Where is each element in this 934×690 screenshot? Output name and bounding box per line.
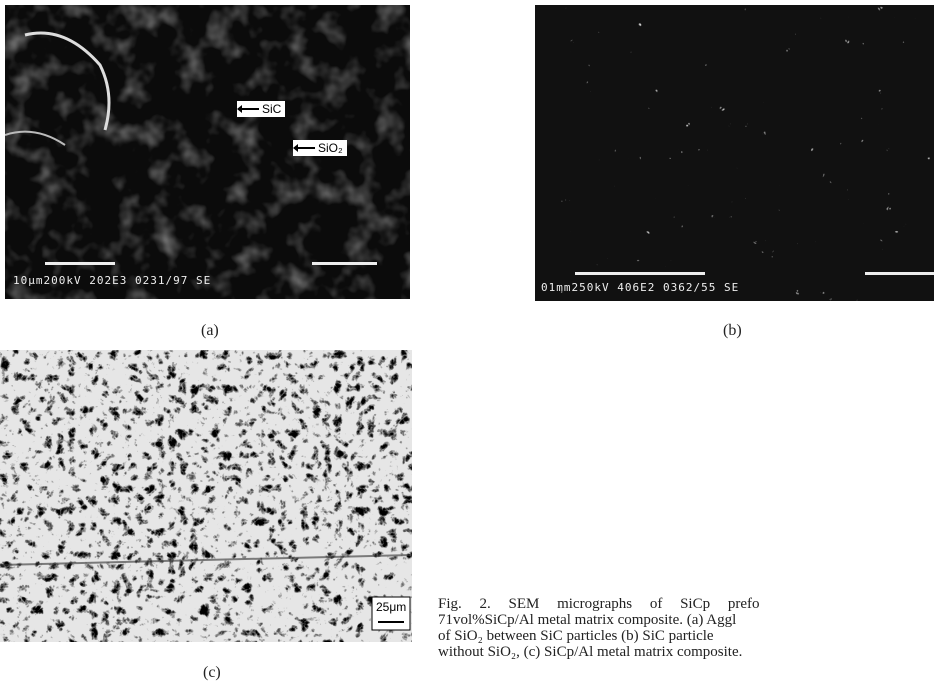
- caption-line: without SiO₂, (c) SiCp/Al metal matrix c…: [438, 644, 934, 660]
- texture: [535, 5, 934, 301]
- panel-label: (c): [203, 664, 221, 682]
- caption-line: Fig. 2. SEM micrographs of SiCp prefo: [438, 596, 934, 612]
- scale-text: 25μm: [376, 600, 406, 614]
- annotation-sic: SiC: [237, 101, 285, 117]
- page: SiC SiO₂ 10μm200kV 202E3 0231/97 SE (a) …: [0, 0, 934, 690]
- caption-line: of SiO₂ between SiC particles (b) SiC pa…: [438, 628, 934, 644]
- annotation-sio2: SiO₂: [293, 140, 347, 156]
- texture: [0, 350, 412, 642]
- arrow: [241, 108, 259, 110]
- annotation-text: SiC: [262, 102, 281, 116]
- panel-label: (b): [723, 322, 742, 340]
- caption-line: 71vol%SiCp/Al metal matrix composite. (a…: [438, 612, 934, 628]
- annotation-text: SiO₂: [318, 141, 343, 155]
- micrograph-c: 25μm: [0, 350, 412, 642]
- texture: [5, 5, 410, 299]
- figure-caption: Fig. 2. SEM micrographs of SiCp prefo 71…: [438, 596, 934, 660]
- micrograph-b: 01mm250kV 406E2 0362/55 SE: [535, 5, 934, 301]
- micrograph-a: SiC SiO₂ 10μm200kV 202E3 0231/97 SE: [5, 5, 410, 299]
- panel-label: (a): [201, 322, 219, 340]
- scale-text: 10μm200kV 202E3 0231/97 SE: [13, 274, 211, 287]
- arrow: [297, 147, 315, 149]
- scale-text: 01mm250kV 406E2 0362/55 SE: [541, 281, 739, 294]
